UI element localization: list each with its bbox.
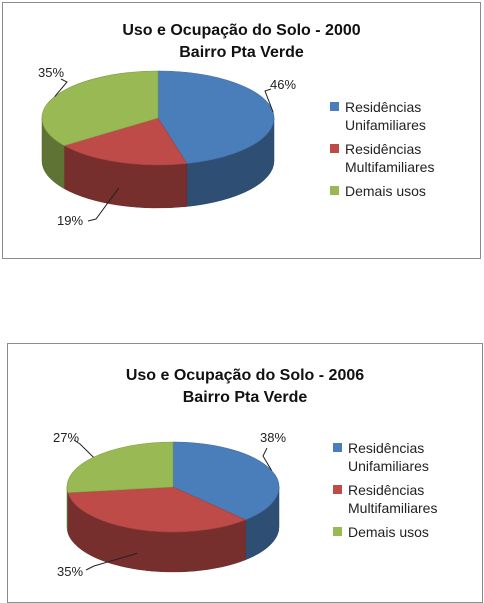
pie-plot-area: 38% 35% 27% [53, 430, 286, 579]
leader-line [73, 439, 94, 458]
legend-label: Demais usos [348, 524, 429, 540]
pie-chart-2006: Uso e Ocupação do Solo - 2006 Bairro Pta… [7, 343, 483, 603]
pie-slice-demais-usos [66, 441, 174, 493]
pie-slice-resid-ncias-multifamiliares [67, 486, 247, 533]
legend-swatch-red [330, 144, 339, 153]
legend-swatch-blue [333, 443, 342, 452]
legend-item-unifamiliares: Residências Unifamiliares [333, 439, 458, 475]
pie-slice-side [66, 486, 69, 533]
legend-swatch-red [333, 485, 342, 494]
data-label: 46% [270, 77, 296, 92]
data-label: 35% [38, 65, 64, 80]
data-label: 35% [57, 564, 83, 579]
leader-line [264, 88, 274, 113]
legend-item-multifamiliares: Residências Multifamiliares [330, 140, 455, 176]
legend-item-demais-usos: Demais usos [333, 523, 458, 541]
chart-title: Uso e Ocupação do Solo - 2006 [125, 367, 365, 384]
legend-item-unifamiliares: Residências Unifamiliares [330, 98, 455, 134]
chart-title: Uso e Ocupação do Solo - 2000 [122, 22, 361, 39]
data-label: 27% [53, 430, 79, 445]
legend-label: Residências Unifamiliares [345, 99, 426, 133]
leader-line [54, 78, 68, 97]
leader-line [85, 552, 138, 571]
pie-slice-resid-ncias-unifamiliares [172, 441, 280, 521]
pie-slice-resid-ncias-multifamiliares [63, 117, 188, 166]
pie-plot-area: 46% 19% 35% [38, 65, 296, 228]
data-label: 38% [260, 430, 286, 445]
chart-subtitle: Bairro Pta Verde [182, 389, 308, 406]
leader-line [87, 187, 120, 222]
legend-swatch-green [330, 186, 339, 195]
leader-line [262, 447, 272, 471]
chart-subtitle: Bairro Pta Verde [179, 44, 304, 61]
legend-label: Residências Multifamiliares [348, 482, 438, 516]
legend-label: Residências Multifamiliares [345, 141, 435, 175]
legend-label: Residências Unifamiliares [348, 440, 429, 474]
legend-label: Demais usos [345, 183, 426, 199]
pie-chart-2000: Uso e Ocupação do Solo - 2000 Bairro Pta… [2, 2, 481, 259]
legend-item-multifamiliares: Residências Multifamiliares [333, 481, 458, 517]
legend-item-demais-usos: Demais usos [330, 182, 455, 200]
legend-swatch-green [333, 527, 342, 536]
legend-swatch-blue [330, 102, 339, 111]
legend: Residências Unifamiliares Residências Mu… [330, 98, 455, 206]
legend: Residências Unifamiliares Residências Mu… [333, 439, 458, 547]
data-label: 19% [57, 213, 83, 228]
